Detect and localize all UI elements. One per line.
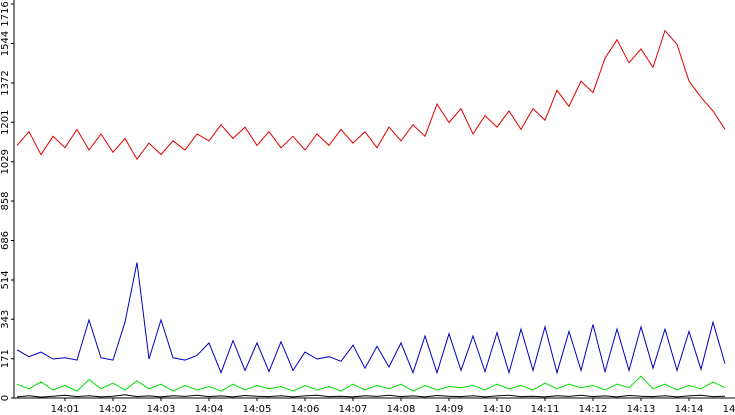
x-tick-label: 14:04	[195, 404, 224, 415]
y-tick-label: 514	[0, 270, 11, 289]
x-tick-label: 14:05	[243, 404, 272, 415]
y-tick-label: 1029	[0, 149, 11, 174]
x-tick-label: 14:13	[627, 404, 656, 415]
y-tick-label: 0	[0, 395, 11, 401]
y-tick-label: 171	[0, 349, 11, 368]
series-line	[16, 29, 726, 161]
x-tick-label: 14:03	[147, 404, 176, 415]
y-tick-label: 686	[0, 231, 11, 250]
y-tick-label: 1201	[0, 110, 11, 135]
x-tick-label: 14:08	[387, 404, 416, 415]
x-tick-label: 14:01	[51, 404, 80, 415]
y-tick-label: 1544	[0, 31, 11, 56]
series-line	[16, 375, 726, 392]
x-tick-label: 14:06	[291, 404, 320, 415]
y-tick-label: 343	[0, 310, 11, 329]
x-tick-label: 14:09	[435, 404, 464, 415]
series-line	[16, 394, 726, 398]
series-line	[16, 262, 726, 375]
y-tick-label: 858	[0, 191, 11, 210]
x-tick-label: 14:11	[531, 404, 560, 415]
x-tick-label: 14:12	[579, 404, 608, 415]
x-tick-label: 14:14	[675, 404, 704, 415]
y-tick-label: 1716	[0, 1, 11, 26]
x-tick-label: 14:15	[723, 404, 735, 415]
y-tick-label: 1372	[0, 70, 11, 95]
x-tick-label: 14:07	[339, 404, 368, 415]
x-tick-label: 14:02	[99, 404, 128, 415]
x-tick-label: 14:10	[483, 404, 512, 415]
